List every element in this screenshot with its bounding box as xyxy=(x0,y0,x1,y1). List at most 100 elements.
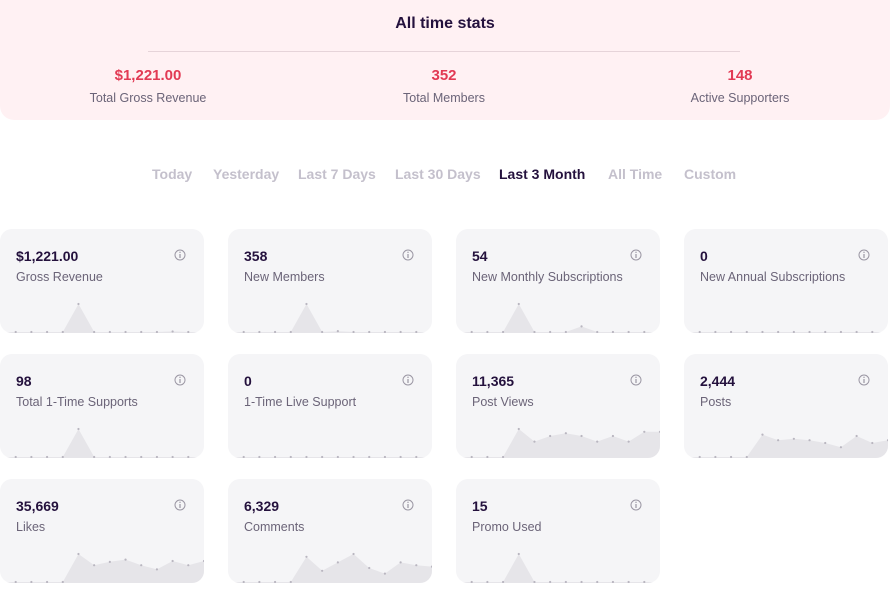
card-value: 15 xyxy=(472,498,488,514)
stat-value: $1,221.00 xyxy=(114,67,182,84)
info-icon[interactable] xyxy=(402,374,414,386)
sparkline xyxy=(456,552,660,583)
sparkline-point xyxy=(486,330,489,333)
sparkline-point xyxy=(352,552,355,556)
sparkline-area xyxy=(0,429,204,458)
info-icon[interactable] xyxy=(174,249,186,261)
info-icon[interactable] xyxy=(402,499,414,511)
sparkline-point xyxy=(336,455,339,458)
sparkline-point xyxy=(627,580,630,583)
sparkline-point xyxy=(155,330,159,333)
tab-all-time[interactable]: All Time xyxy=(608,166,663,182)
card-label: Posts xyxy=(700,395,732,409)
tab-yesterday[interactable]: Yesterday xyxy=(213,166,280,182)
card-label: New Members xyxy=(244,270,325,284)
stat-card-new-members: 358 New Members xyxy=(228,229,432,333)
sparkline-point xyxy=(643,580,646,583)
info-icon[interactable] xyxy=(858,374,870,386)
sparkline-point xyxy=(399,455,402,458)
sparkline-point xyxy=(533,580,536,583)
card-value: 2,444 xyxy=(700,373,736,389)
stat-label: Active Supporters xyxy=(690,91,790,105)
info-icon[interactable] xyxy=(630,374,642,386)
tab-today[interactable]: Today xyxy=(152,166,193,182)
sparkline xyxy=(228,455,432,458)
sparkline-point xyxy=(549,330,552,333)
sparkline-point xyxy=(824,330,827,333)
sparkline-point xyxy=(871,330,874,333)
sparkline-point xyxy=(273,580,277,583)
sparkline-point xyxy=(258,580,261,583)
sparkline-point xyxy=(886,330,888,333)
stat-card-1-time-live-support: 0 1-Time Live Support xyxy=(228,354,432,458)
total-members-stat: 352 Total Members xyxy=(334,67,554,105)
sparkline-point xyxy=(643,330,646,333)
card-value: 358 xyxy=(244,248,268,264)
stat-card-posts: 2,444 Posts xyxy=(684,354,888,458)
sparkline-point xyxy=(305,455,308,458)
info-icon[interactable] xyxy=(858,249,870,261)
sparkline-point xyxy=(611,580,615,583)
tab-custom[interactable]: Custom xyxy=(684,166,737,182)
tab-last-7-days[interactable]: Last 7 Days xyxy=(298,166,376,182)
sparkline-point xyxy=(549,434,552,438)
stat-label: Total Members xyxy=(403,91,485,105)
tab-last-30-days[interactable]: Last 30 Days xyxy=(395,166,481,182)
sparkline-point xyxy=(202,455,204,458)
sparkline-point xyxy=(430,330,432,333)
sparkline-point xyxy=(187,564,190,567)
sparkline-point xyxy=(549,580,552,583)
sparkline-point xyxy=(501,455,505,458)
info-icon[interactable] xyxy=(174,374,186,386)
sparkline-point xyxy=(658,430,660,433)
sparkline-point xyxy=(155,568,159,571)
sparkline-point xyxy=(501,580,505,583)
sparkline-point xyxy=(399,561,402,564)
sparkline-point xyxy=(456,580,458,583)
sparkline-point xyxy=(714,330,717,333)
sparkline-point xyxy=(383,330,387,333)
sparkline-point xyxy=(368,455,371,458)
sparkline xyxy=(228,552,432,583)
sparkline-point xyxy=(289,580,292,583)
sparkline-point xyxy=(399,330,402,333)
sparkline-area xyxy=(0,304,204,333)
sparkline-point xyxy=(124,455,127,458)
sparkline-point xyxy=(777,439,780,442)
sparkline-point xyxy=(352,330,355,333)
sparkline-point xyxy=(258,455,261,458)
info-icon[interactable] xyxy=(174,499,186,511)
sparkline-point xyxy=(839,446,843,449)
card-value: 54 xyxy=(472,248,488,264)
card-value: 35,669 xyxy=(16,498,59,514)
sparkline-area xyxy=(684,434,888,458)
sparkline-point xyxy=(93,455,96,458)
sparkline-point xyxy=(658,580,660,583)
sparkline xyxy=(0,552,204,583)
sparkline-point xyxy=(45,455,49,458)
card-value: 6,329 xyxy=(244,498,280,514)
info-icon[interactable] xyxy=(630,249,642,261)
info-icon[interactable] xyxy=(630,499,642,511)
sparkline-point xyxy=(517,427,520,431)
card-label: Total 1-Time Supports xyxy=(16,395,138,409)
card-value: 11,365 xyxy=(472,373,515,389)
sparkline-point xyxy=(171,330,174,333)
card-label: Gross Revenue xyxy=(16,270,103,284)
card-value: 0 xyxy=(700,248,708,264)
card-label: Comments xyxy=(244,520,305,534)
sparkline-point xyxy=(580,580,583,583)
sparkline-point xyxy=(140,455,143,458)
sparkline xyxy=(0,427,204,458)
info-icon[interactable] xyxy=(402,249,414,261)
sparkline-point xyxy=(0,580,2,583)
sparkline xyxy=(456,302,660,333)
sparkline-point xyxy=(124,558,127,561)
sparkline-point xyxy=(564,330,567,333)
sparkline-point xyxy=(61,580,64,583)
tab-last-3-month[interactable]: Last 3 Month xyxy=(499,166,586,182)
sparkline-point xyxy=(321,569,324,572)
sparkline-point xyxy=(580,434,583,438)
card-label: 1-Time Live Support xyxy=(244,395,357,409)
stat-card-total-1-time-supports: 98 Total 1-Time Supports xyxy=(0,354,204,458)
